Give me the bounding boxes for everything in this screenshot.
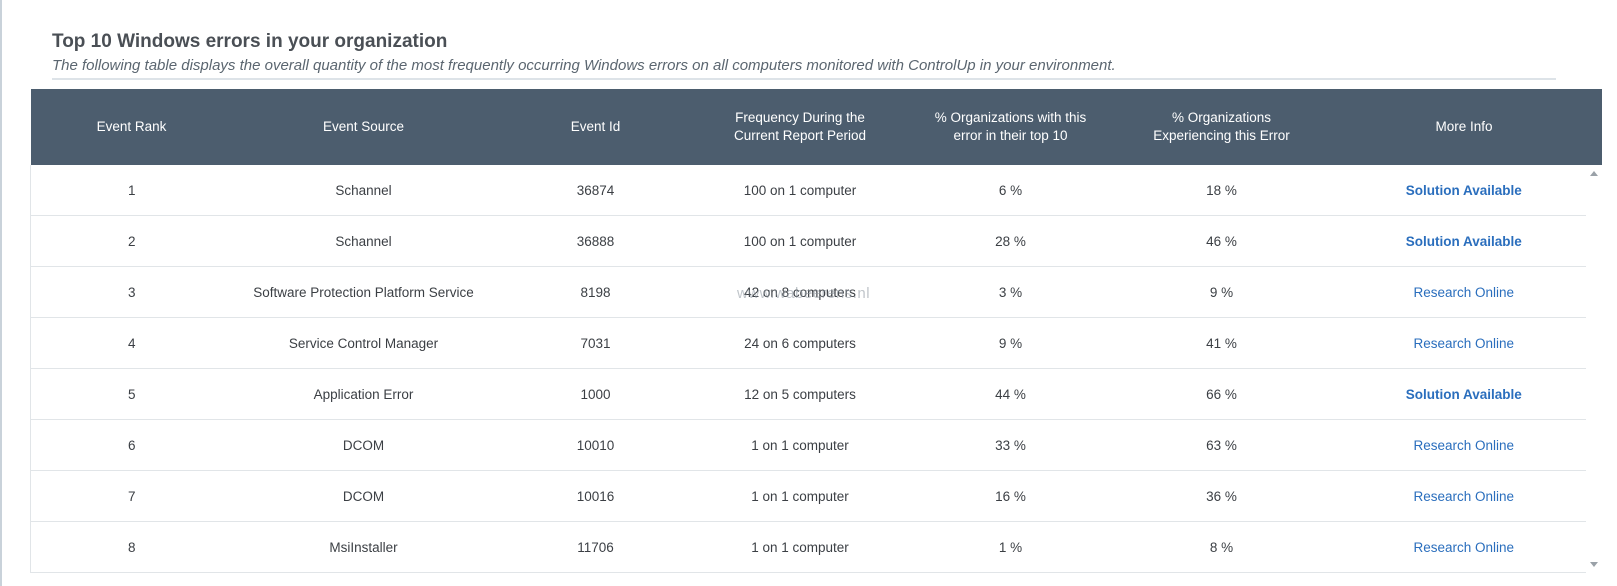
- page-subtitle: The following table displays the overall…: [52, 56, 1556, 80]
- table-row: 7 DCOM 10016 1 on 1 computer 16 % 36 % R…: [30, 470, 1602, 522]
- cell-pct-top10: 3 %: [903, 266, 1118, 318]
- column-header-event-source[interactable]: Event Source: [232, 89, 495, 165]
- cell-source: Service Control Manager: [232, 317, 495, 369]
- cell-pct-top10: 44 %: [903, 368, 1118, 420]
- cell-event-id: 1000: [494, 368, 697, 420]
- cell-source: Schannel: [232, 215, 495, 267]
- cell-frequency: 24 on 6 computers: [696, 317, 904, 369]
- column-header-frequency-label: Frequency During the Current Report Peri…: [733, 110, 867, 143]
- table-body: 1 Schannel 36874 100 on 1 computer 6 % 1…: [30, 165, 1602, 573]
- cell-pct-experiencing: 63 %: [1117, 419, 1326, 471]
- table-row: 4 Service Control Manager 7031 24 on 6 c…: [30, 317, 1602, 369]
- cell-pct-experiencing: 36 %: [1117, 470, 1326, 522]
- page-title: Top 10 Windows errors in your organizati…: [52, 31, 448, 52]
- cell-frequency: 42 on 8 computers: [696, 266, 904, 318]
- table-row: 8 MsiInstaller 11706 1 on 1 computer 1 %…: [30, 521, 1602, 573]
- cell-event-id: 10016: [494, 470, 697, 522]
- cell-frequency: 1 on 1 computer: [696, 470, 904, 522]
- table-row: 1 Schannel 36874 100 on 1 computer 6 % 1…: [30, 165, 1602, 216]
- cell-pct-top10: 28 %: [903, 215, 1118, 267]
- column-header-pct-top10[interactable]: % Organizations with this error in their…: [903, 89, 1118, 165]
- errors-table: Event Rank Event Source Event Id Frequen…: [30, 89, 1602, 573]
- cell-more-info: Research Online: [1325, 521, 1602, 573]
- cell-pct-experiencing: 46 %: [1117, 215, 1326, 267]
- cell-source: DCOM: [232, 470, 495, 522]
- table-row: 5 Application Error 1000 12 on 5 compute…: [30, 368, 1602, 420]
- scroll-up-arrow-icon[interactable]: [1590, 171, 1598, 176]
- cell-more-info: Research Online: [1325, 317, 1602, 369]
- column-header-frequency[interactable]: Frequency During the Current Report Peri…: [696, 89, 904, 165]
- cell-event-id: 7031: [494, 317, 697, 369]
- cell-source: DCOM: [232, 419, 495, 471]
- cell-frequency: 12 on 5 computers: [696, 368, 904, 420]
- cell-more-info: Solution Available: [1325, 368, 1602, 420]
- cell-rank: 5: [30, 368, 233, 420]
- cell-pct-experiencing: 18 %: [1117, 165, 1326, 216]
- column-header-pct-experiencing-label: % Organizations Experiencing this Error: [1153, 110, 1290, 143]
- cell-pct-top10: 33 %: [903, 419, 1118, 471]
- cell-pct-experiencing: 9 %: [1117, 266, 1326, 318]
- cell-pct-experiencing: 66 %: [1117, 368, 1326, 420]
- cell-source: Software Protection Platform Service: [232, 266, 495, 318]
- cell-source: Schannel: [232, 165, 495, 216]
- cell-frequency: 100 on 1 computer: [696, 215, 904, 267]
- cell-event-id: 36888: [494, 215, 697, 267]
- cell-rank: 6: [30, 419, 233, 471]
- table-header: Event Rank Event Source Event Id Frequen…: [30, 89, 1602, 165]
- cell-source: MsiInstaller: [232, 521, 495, 573]
- solution-available-link[interactable]: Solution Available: [1405, 233, 1522, 249]
- cell-event-id: 10010: [494, 419, 697, 471]
- cell-pct-top10: 6 %: [903, 165, 1118, 216]
- table-row: 3 Software Protection Platform Service 8…: [30, 266, 1602, 318]
- cell-frequency: 100 on 1 computer: [696, 165, 904, 216]
- research-online-link[interactable]: Research Online: [1413, 488, 1515, 504]
- cell-frequency: 1 on 1 computer: [696, 521, 904, 573]
- cell-rank: 1: [30, 165, 233, 216]
- cell-pct-top10: 16 %: [903, 470, 1118, 522]
- cell-event-id: 11706: [494, 521, 697, 573]
- cell-rank: 7: [30, 470, 233, 522]
- research-online-link[interactable]: Research Online: [1413, 284, 1515, 300]
- errors-table-container[interactable]: Event Rank Event Source Event Id Frequen…: [30, 89, 1602, 573]
- solution-available-link[interactable]: Solution Available: [1405, 386, 1522, 402]
- column-header-event-rank[interactable]: Event Rank: [30, 89, 233, 165]
- cell-more-info: Solution Available: [1325, 165, 1602, 216]
- cell-more-info: Research Online: [1325, 470, 1602, 522]
- solution-available-link[interactable]: Solution Available: [1405, 182, 1522, 198]
- cell-frequency: 1 on 1 computer: [696, 419, 904, 471]
- cell-rank: 8: [30, 521, 233, 573]
- scroll-down-arrow-icon[interactable]: [1590, 562, 1598, 567]
- cell-pct-experiencing: 8 %: [1117, 521, 1326, 573]
- research-online-link[interactable]: Research Online: [1413, 335, 1515, 351]
- cell-pct-top10: 9 %: [903, 317, 1118, 369]
- table-row: 2 Schannel 36888 100 on 1 computer 28 % …: [30, 215, 1602, 267]
- column-header-more-info[interactable]: More Info: [1325, 89, 1602, 165]
- cell-event-id: 8198: [494, 266, 697, 318]
- cell-pct-experiencing: 41 %: [1117, 317, 1326, 369]
- cell-rank: 2: [30, 215, 233, 267]
- column-header-pct-top10-label: % Organizations with this error in their…: [934, 110, 1087, 143]
- cell-rank: 3: [30, 266, 233, 318]
- cell-rank: 4: [30, 317, 233, 369]
- cell-pct-top10: 1 %: [903, 521, 1118, 573]
- cell-more-info: Solution Available: [1325, 215, 1602, 267]
- research-online-link[interactable]: Research Online: [1413, 539, 1515, 555]
- table-scrollbar[interactable]: [1586, 165, 1602, 573]
- report-header: Top 10 Windows errors in your organizati…: [52, 30, 1557, 80]
- cell-source: Application Error: [232, 368, 495, 420]
- table-row: 6 DCOM 10010 1 on 1 computer 33 % 63 % R…: [30, 419, 1602, 471]
- column-header-event-id[interactable]: Event Id: [494, 89, 697, 165]
- cell-more-info: Research Online: [1325, 266, 1602, 318]
- research-online-link[interactable]: Research Online: [1413, 437, 1515, 453]
- column-header-pct-experiencing[interactable]: % Organizations Experiencing this Error: [1117, 89, 1326, 165]
- cell-more-info: Research Online: [1325, 419, 1602, 471]
- cell-event-id: 36874: [494, 165, 697, 216]
